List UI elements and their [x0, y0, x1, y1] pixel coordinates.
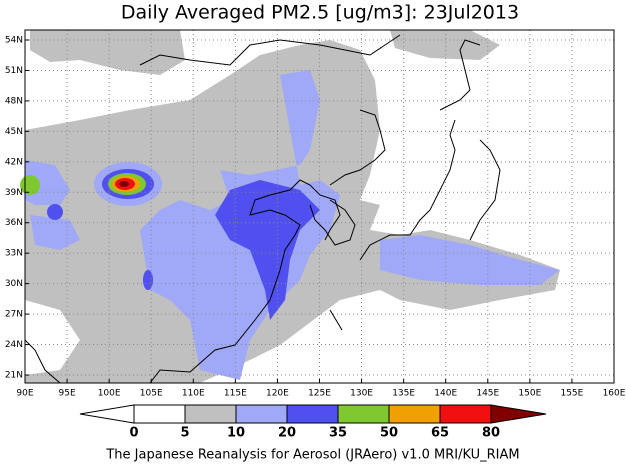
lon-label: 135E	[392, 389, 415, 399]
footer: The Japanese Reanalysis for Aerosol (JRA…	[105, 448, 519, 463]
coastline	[469, 139, 501, 241]
colorbar-segment	[388, 404, 441, 424]
colorbar: 0 5 10 20 35 50 65 80	[79, 404, 547, 441]
lat-label: 39N	[5, 188, 23, 198]
coastlines	[24, 34, 501, 384]
coastline	[149, 179, 341, 384]
colorbar-high-triangle	[490, 404, 547, 424]
lat-label: 27N	[5, 310, 23, 320]
lat-label: 51N	[5, 66, 23, 76]
lon-label: 150E	[518, 389, 541, 399]
lon-label: 110E	[182, 389, 205, 399]
lon-label: 160E	[603, 389, 626, 399]
lon-label: 95E	[59, 389, 76, 399]
lat-label: 24N	[5, 340, 23, 350]
shade-10-20	[30, 215, 80, 250]
lon-label: 105E	[140, 389, 163, 399]
shade-10-20	[380, 235, 560, 285]
map-panel	[20, 29, 615, 384]
colorbar-segment	[439, 404, 492, 424]
title: Daily Averaged PM2.5 [ug/m3]: 23Jul2013	[121, 2, 519, 24]
lon-label: 100E	[98, 389, 121, 399]
lon-label: 140E	[434, 389, 457, 399]
lon-label: 155E	[560, 389, 583, 399]
lat-label: 54N	[5, 36, 23, 46]
colorbar-segment	[184, 404, 237, 424]
lat-label: 33N	[5, 249, 23, 259]
lat-label: 45N	[5, 127, 23, 137]
colorbar-label: 50	[380, 426, 398, 441]
lon-label: 120E	[266, 389, 289, 399]
coastline	[329, 309, 343, 331]
shade-over-80	[119, 181, 129, 187]
coastline	[359, 119, 456, 261]
lon-label: 115E	[224, 389, 247, 399]
clear-area	[25, 300, 80, 375]
lat-label: 48N	[5, 96, 23, 106]
pm25-shading	[20, 30, 560, 383]
colorbar-label: 20	[278, 426, 296, 441]
lat-label: 21N	[5, 371, 23, 381]
shade-10-20	[25, 160, 70, 205]
lat-label: 30N	[5, 279, 23, 289]
shade-5-10	[390, 30, 500, 60]
lat-label: 42N	[5, 157, 23, 167]
colorbar-label: 35	[329, 426, 347, 441]
lon-label: 130E	[350, 389, 373, 399]
shade-20-35	[47, 204, 63, 220]
colorbar-segment	[286, 404, 339, 424]
colorbar-low-triangle	[79, 404, 135, 424]
colorbar-segment	[235, 404, 288, 424]
colorbar-label: 0	[129, 426, 138, 441]
coastline	[24, 339, 61, 384]
shade-5-10	[30, 30, 185, 75]
lat-label: 36N	[5, 218, 23, 228]
colorbar-label: 80	[482, 426, 500, 441]
coastline	[139, 34, 401, 66]
lon-label: 90E	[16, 389, 33, 399]
colorbar-segment	[133, 404, 186, 424]
coastline	[439, 39, 481, 111]
colorbar-label: 65	[431, 426, 449, 441]
colorbar-label: 5	[180, 426, 189, 441]
coastline	[309, 199, 356, 246]
coastline	[329, 109, 386, 186]
lon-label: 145E	[476, 389, 499, 399]
shade-20-35	[215, 180, 320, 320]
lon-label: 125E	[308, 389, 331, 399]
colorbar-segment	[337, 404, 390, 424]
colorbar-label: 10	[227, 426, 245, 441]
shade-20-35	[143, 270, 153, 290]
